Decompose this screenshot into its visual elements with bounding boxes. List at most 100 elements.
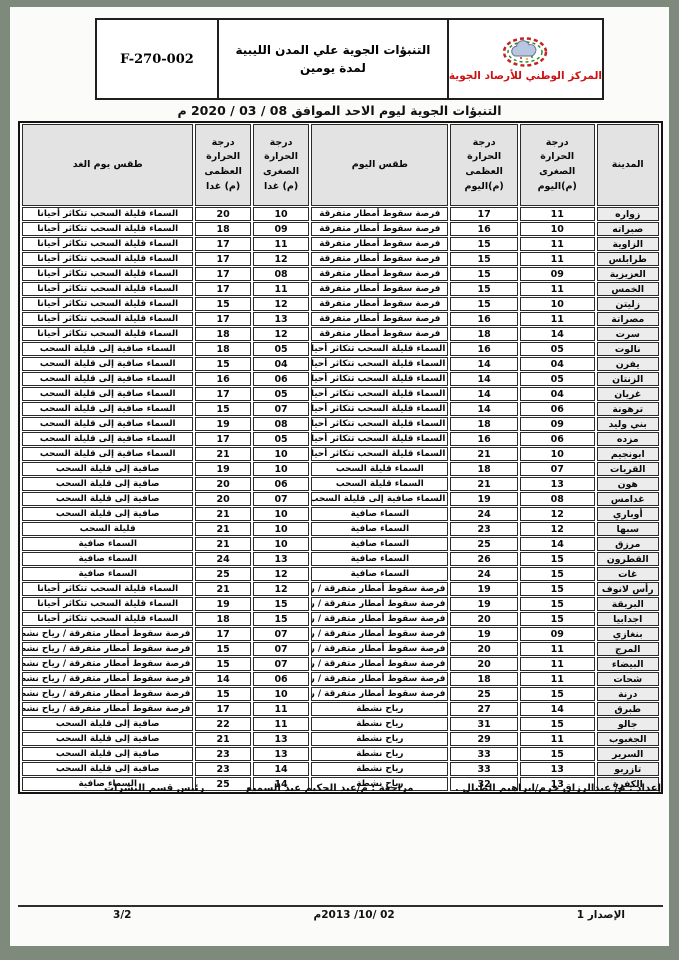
min-temp-today-cell: 13 — [519, 777, 595, 791]
max-temp-tomorrow-cell: 18 — [195, 342, 251, 356]
city-cell: رأس لانوف — [596, 582, 659, 596]
forecast-row: نالوت 05 16 السماء قليلة السحب تتكاثر أح… — [22, 342, 659, 356]
max-temp-tomorrow-cell: 15 — [195, 357, 251, 371]
city-cell: الزاوية — [596, 237, 659, 251]
min-temp-tomorrow-cell: 08 — [252, 267, 310, 281]
city-cell: ابونجيم — [596, 447, 659, 461]
forecast-row: ابونجيم 10 21 السماء قليلة السحب تتكاثر … — [22, 447, 659, 461]
min-temp-tomorrow-cell: 07 — [252, 642, 310, 656]
max-temp-today-cell: 23 — [450, 522, 518, 536]
max-temp-tomorrow-cell: 17 — [195, 387, 251, 401]
max-temp-tomorrow-cell: 17 — [195, 627, 251, 641]
max-temp-tomorrow-cell: 21 — [195, 447, 251, 461]
min-temp-today-cell: 04 — [519, 387, 595, 401]
min-temp-today-cell: 10 — [519, 297, 595, 311]
forecast-row: مرزق 14 25 السماء صافية 10 21 السماء صاف… — [22, 537, 659, 551]
forecast-header-row: المدينة درجة الحرارة الصغرى (م)اليوم درج… — [22, 124, 659, 206]
max-temp-tomorrow-cell: 19 — [195, 597, 251, 611]
max-temp-tomorrow-cell: 25 — [195, 567, 251, 581]
max-temp-today-cell: 29 — [450, 732, 518, 746]
city-cell: بني وليد — [596, 417, 659, 431]
min-temp-tomorrow-cell: 14 — [252, 777, 310, 791]
forecast-row: مزده 06 16 السماء قليلة السحب تتكاثر أحي… — [22, 432, 659, 446]
min-temp-today-cell: 13 — [519, 762, 595, 776]
max-temp-tomorrow-cell: 18 — [195, 612, 251, 626]
weather-tomorrow-cell: السماء قليلة السحب تتكاثر أحيانا — [22, 237, 194, 251]
max-temp-tomorrow-cell: 18 — [195, 327, 251, 341]
max-temp-today-cell: 18 — [450, 462, 518, 476]
max-temp-today-cell: 19 — [450, 597, 518, 611]
max-temp-tomorrow-cell: 21 — [195, 507, 251, 521]
city-cell: بنغازي — [596, 627, 659, 641]
min-temp-tomorrow-cell: 13 — [252, 312, 310, 326]
min-temp-today-cell: 07 — [519, 462, 595, 476]
min-temp-tomorrow-cell: 10 — [252, 687, 310, 701]
forecast-row: صبراته 10 16 فرصة سقوط أمطار متفرقة 09 1… — [22, 222, 659, 236]
weather-today-cell: السماء صافية — [311, 537, 449, 551]
weather-today-cell: فرصة سقوط أمطار متفرقة — [311, 327, 449, 341]
city-cell: طبرق — [596, 702, 659, 716]
weather-tomorrow-cell: صافية إلى قليلة السحب — [22, 717, 194, 731]
weather-today-cell: السماء قليلة السحب تتكاثر أحيانا — [311, 432, 449, 446]
city-cell: الخمس — [596, 282, 659, 296]
max-temp-today-cell: 25 — [450, 537, 518, 551]
weather-tomorrow-cell: السماء قليلة السحب تتكاثر أحيانا — [22, 252, 194, 266]
forecast-table: المدينة درجة الحرارة الصغرى (م)اليوم درج… — [18, 121, 663, 794]
weather-tomorrow-cell: السماء قليلة السحب تتكاثر أحيانا — [22, 612, 194, 626]
issue-date: 02 /10/ 2013م — [313, 909, 395, 921]
min-temp-tomorrow-cell: 09 — [252, 222, 310, 236]
max-temp-tomorrow-cell: 15 — [195, 687, 251, 701]
weather-today-cell: فرصة سقوط أمطار متفرقة / رياح نشطة — [311, 657, 449, 671]
min-temp-tomorrow-cell: 05 — [252, 387, 310, 401]
min-temp-tomorrow-cell: 05 — [252, 432, 310, 446]
max-temp-today-cell: 16 — [450, 432, 518, 446]
col-header-city: المدينة — [596, 124, 659, 206]
max-temp-today-cell: 20 — [450, 612, 518, 626]
max-temp-tomorrow-cell: 17 — [195, 312, 251, 326]
footer-divider — [18, 905, 663, 907]
weather-tomorrow-cell: السماء قليلة السحب تتكاثر أحيانا — [22, 297, 194, 311]
max-temp-today-cell: 16 — [450, 342, 518, 356]
min-temp-tomorrow-cell: 12 — [252, 252, 310, 266]
weather-today-cell: السماء قليلة السحب تتكاثر أحيانا — [311, 342, 449, 356]
form-number: F-270-002 — [120, 51, 194, 67]
min-temp-today-cell: 11 — [519, 732, 595, 746]
max-temp-today-cell: 18 — [450, 417, 518, 431]
weather-tomorrow-cell: صافية إلى قليلة السحب — [22, 732, 194, 746]
city-cell: تازربو — [596, 762, 659, 776]
col-header-max-tomorrow: درجة الحرارة العظمى (م) غدا — [195, 124, 251, 206]
min-temp-today-cell: 11 — [519, 672, 595, 686]
min-temp-tomorrow-cell: 12 — [252, 297, 310, 311]
weather-today-cell: السماء صافية — [311, 567, 449, 581]
city-cell: هون — [596, 477, 659, 491]
min-temp-tomorrow-cell: 07 — [252, 627, 310, 641]
weather-tomorrow-cell: قليلة السحب — [22, 522, 194, 536]
weather-tomorrow-cell: فرصة سقوط أمطار متفرقة / رياح نشطة — [22, 627, 194, 641]
forecast-row: القريات 07 18 السماء قليلة السحب 10 19 ص… — [22, 462, 659, 476]
weather-tomorrow-cell: السماء صافية إلى قليلة السحب — [22, 357, 194, 371]
city-cell: مزده — [596, 432, 659, 446]
max-temp-today-cell: 15 — [450, 282, 518, 296]
max-temp-tomorrow-cell: 17 — [195, 237, 251, 251]
min-temp-today-cell: 11 — [519, 282, 595, 296]
min-temp-today-cell: 15 — [519, 687, 595, 701]
max-temp-tomorrow-cell: 22 — [195, 717, 251, 731]
max-temp-tomorrow-cell: 21 — [195, 537, 251, 551]
weather-today-cell: فرصة سقوط أمطار متفرقة / رياح نشطة — [311, 642, 449, 656]
min-temp-tomorrow-cell: 10 — [252, 447, 310, 461]
forecast-row: سبها 12 23 السماء صافية 10 21 قليلة السح… — [22, 522, 659, 536]
min-temp-today-cell: 11 — [519, 237, 595, 251]
weather-today-cell: فرصة سقوط أمطار متفرقة — [311, 297, 449, 311]
weather-today-cell: رياح نشطة — [311, 747, 449, 761]
max-temp-tomorrow-cell: 21 — [195, 732, 251, 746]
city-cell: شحات — [596, 672, 659, 686]
weather-today-cell: فرصة سقوط أمطار متفرقة / رياح نشطة — [311, 597, 449, 611]
city-cell: البريقة — [596, 597, 659, 611]
min-temp-tomorrow-cell: 11 — [252, 282, 310, 296]
weather-tomorrow-cell: السماء قليلة السحب تتكاثر أحيانا — [22, 282, 194, 296]
min-temp-today-cell: 09 — [519, 417, 595, 431]
min-temp-today-cell: 10 — [519, 222, 595, 236]
weather-tomorrow-cell: السماء صافية إلى قليلة السحب — [22, 417, 194, 431]
min-temp-tomorrow-cell: 10 — [252, 207, 310, 221]
weather-today-cell: فرصة سقوط أمطار متفرقة — [311, 282, 449, 296]
